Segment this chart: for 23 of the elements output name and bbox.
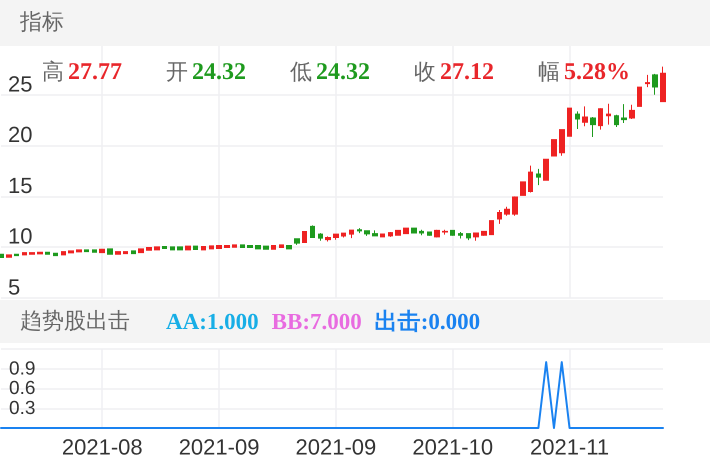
x-tick-label: 2021-11 (530, 434, 610, 460)
y-tick-label: 20 (8, 122, 32, 148)
x-tick-label: 2021-10 (412, 434, 494, 460)
text: BB:7.000 (272, 308, 362, 334)
text: AA:1.000 (166, 308, 259, 334)
chart-title: 趋势股出击 (20, 308, 130, 336)
y-tick-label: 0.6 (9, 378, 36, 399)
annotation: 收 27.12 (414, 59, 494, 85)
annotation: 开 24.32 (166, 59, 246, 85)
chart-title: 指标 (20, 9, 64, 37)
y-tick-label: 0.3 (9, 398, 36, 419)
x-tick-label: 2021-09 (178, 434, 260, 460)
text: 出击:0.000 (374, 308, 480, 336)
annotation: 低 24.32 (290, 59, 370, 85)
x-tick-label: 2021-08 (62, 434, 143, 460)
x-tick-label: 2021-09 (296, 434, 376, 460)
y-tick-label: 15 (8, 172, 32, 198)
y-tick-label: 10 (8, 224, 32, 249)
y-tick-label: 0.9 (9, 358, 36, 380)
annotation: 幅 5.28% (538, 59, 630, 85)
y-tick-label: 5 (8, 274, 20, 300)
annotation: 高 27.77 (42, 59, 122, 85)
y-tick-label: 25 (8, 71, 32, 96)
